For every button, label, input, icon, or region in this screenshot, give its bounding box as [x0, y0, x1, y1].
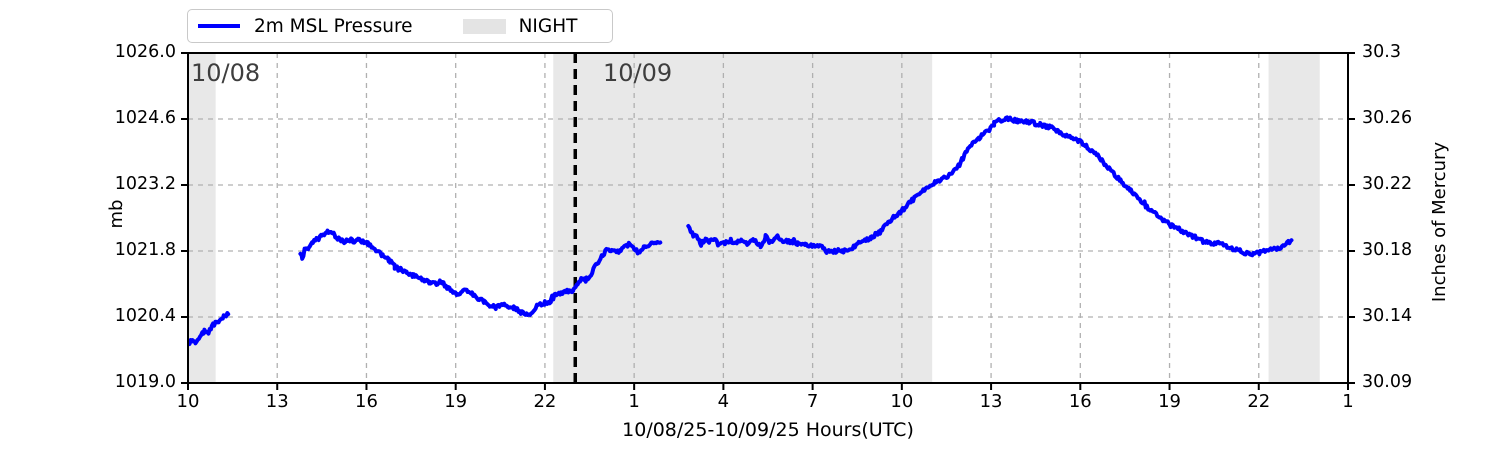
pressure-line-segment [686, 115, 1294, 258]
x-tick-label: 10 [890, 391, 914, 412]
x-tick-label: 10 [176, 391, 200, 412]
right-tick-label: 30.3 [1362, 42, 1401, 62]
x-tick-label: 13 [265, 391, 289, 412]
x-tick-label: 16 [355, 391, 378, 412]
pressure-line-sample-icon [198, 24, 240, 28]
date-annotation-left: 10/08 [191, 59, 261, 87]
right-tick-label: 30.18 [1362, 240, 1413, 260]
left-tick-label: 1021.8 [114, 240, 176, 260]
x-tick-label: 13 [979, 391, 1003, 412]
x-tick-label: 1 [1342, 391, 1354, 412]
night-band [553, 53, 933, 383]
plot-border [187, 52, 1349, 384]
x-tick-label: 16 [1068, 391, 1092, 412]
night-swatch-icon [462, 18, 506, 34]
x-tick-label: 19 [1158, 391, 1181, 412]
legend-series-label: 2m MSL Pressure [254, 15, 413, 37]
right-axis-label: Inches of Mercury [1428, 141, 1450, 303]
right-tick-label: 30.22 [1362, 174, 1413, 194]
night-band [1268, 53, 1320, 383]
right-tick-label: 30.14 [1362, 306, 1413, 326]
left-tick-label: 1026.0 [114, 42, 176, 62]
legend-night-label: NIGHT [518, 15, 578, 37]
pressure-line-segment [187, 311, 231, 347]
legend: 2m MSL Pressure NIGHT [187, 9, 613, 43]
x-tick-label: 4 [717, 391, 730, 412]
left-tick-label: 1020.4 [114, 306, 176, 326]
pressure-line-segment [298, 228, 663, 317]
x-tick-label: 19 [444, 391, 468, 412]
left-tick-label: 1023.2 [114, 174, 176, 194]
left-tick-label: 1024.6 [114, 108, 176, 128]
right-tick-label: 30.26 [1362, 108, 1413, 128]
x-tick-label: 22 [1247, 391, 1271, 412]
left-tick-label: 1019.0 [114, 372, 176, 392]
date-annotation-right: 10/09 [603, 59, 673, 87]
x-tick-label: 22 [533, 391, 557, 412]
x-axis-label: 10/08/25-10/09/25 Hours(UTC) [622, 419, 914, 441]
x-tick-label: 1 [628, 391, 640, 412]
x-tick-label: 7 [806, 391, 819, 412]
left-axis-label: mb [105, 199, 127, 229]
right-tick-label: 30.09 [1362, 372, 1413, 392]
